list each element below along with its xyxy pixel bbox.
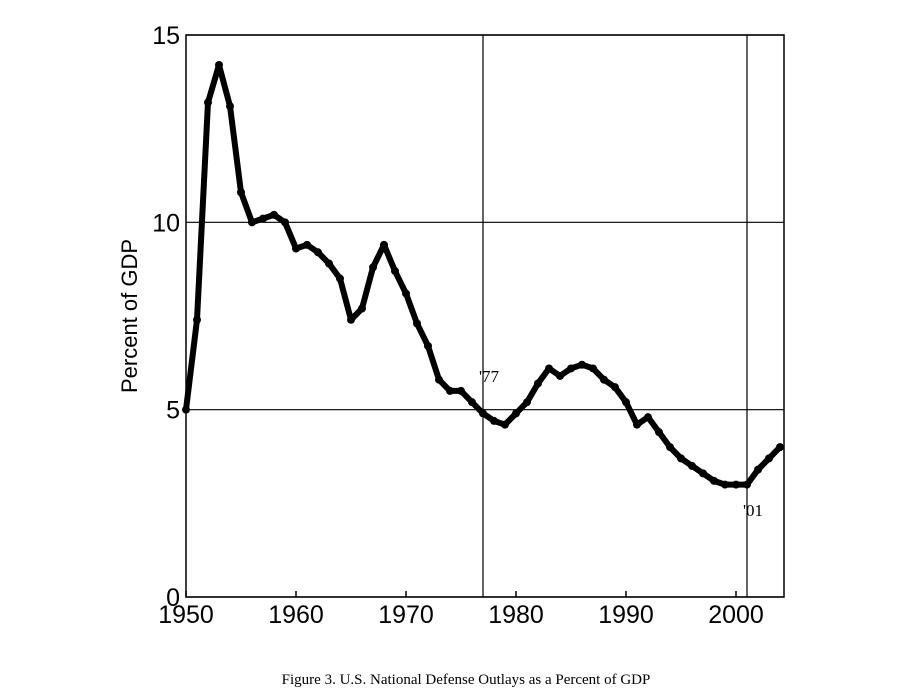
data-point	[710, 476, 718, 485]
x-tick-label: 1980	[488, 601, 544, 629]
data-point	[589, 364, 597, 373]
data-point	[237, 188, 245, 197]
data-point	[611, 383, 619, 392]
data-point	[743, 480, 751, 489]
annotation: '77	[479, 367, 500, 386]
data-point	[391, 267, 399, 276]
data-point	[380, 240, 388, 249]
x-tick-label: 2000	[708, 601, 764, 629]
data-point	[622, 398, 630, 407]
data-point	[644, 413, 652, 422]
data-point	[248, 218, 256, 227]
data-point	[490, 416, 498, 425]
data-point	[226, 102, 234, 111]
data-point	[666, 443, 674, 452]
data-point	[402, 289, 410, 298]
plot-frame	[185, 34, 785, 598]
data-point	[325, 259, 333, 268]
y-axis-label: Percent of GDP	[117, 239, 142, 393]
data-point	[193, 315, 201, 324]
x-tick-label: 1970	[378, 601, 434, 629]
data-point	[754, 465, 762, 474]
data-point	[435, 375, 443, 384]
data-point	[534, 379, 542, 388]
data-point	[446, 386, 454, 395]
data-point	[721, 480, 729, 489]
data-point	[677, 454, 685, 463]
data-point	[303, 240, 311, 249]
y-tick-label: 15	[152, 22, 180, 50]
data-point	[479, 409, 487, 418]
annotation: '01	[743, 501, 763, 520]
data-point	[578, 360, 586, 369]
data-point	[776, 443, 784, 452]
data-point	[314, 248, 322, 257]
data-point	[281, 218, 289, 227]
data-point	[523, 398, 531, 407]
data-point	[215, 60, 223, 69]
y-tick-label: 5	[166, 397, 180, 425]
data-point	[468, 398, 476, 407]
data-point	[512, 409, 520, 418]
data-point	[270, 210, 278, 219]
data-point	[358, 304, 366, 313]
data-point	[413, 319, 421, 328]
data-point	[292, 244, 300, 253]
data-point	[336, 274, 344, 283]
y-tick-label: 0	[166, 584, 180, 612]
data-point	[545, 364, 553, 373]
data-point	[259, 214, 267, 223]
x-tick-label: 1960	[268, 601, 324, 629]
data-point	[600, 375, 608, 384]
data-point	[633, 420, 641, 429]
data-point	[182, 405, 190, 414]
data-point	[457, 386, 465, 395]
chart-title: Figure 3. U.S. National Defense Outlays …	[282, 672, 651, 688]
data-point	[699, 469, 707, 478]
data-point	[567, 364, 575, 373]
data-point	[732, 480, 740, 489]
data-point	[369, 263, 377, 272]
data-point	[765, 454, 773, 463]
data-point	[556, 371, 564, 380]
y-tick-label: 10	[152, 209, 180, 237]
x-tick-label: 1950	[158, 601, 214, 629]
data-point	[501, 420, 509, 429]
data-point	[424, 341, 432, 350]
data-point	[655, 428, 663, 437]
x-tick-label: 1990	[598, 601, 654, 629]
data-point	[347, 315, 355, 324]
data-point	[688, 461, 696, 470]
data-point	[204, 98, 212, 107]
